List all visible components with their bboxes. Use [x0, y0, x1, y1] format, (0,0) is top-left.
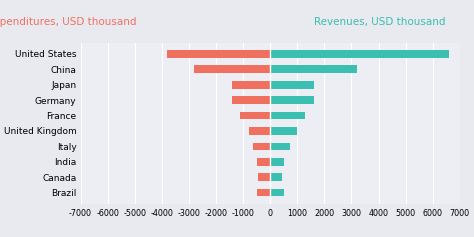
Bar	[232, 96, 270, 104]
Bar	[270, 112, 305, 119]
Bar	[270, 127, 297, 135]
Bar	[240, 112, 270, 119]
Bar	[232, 81, 270, 89]
Text: Revenues, USD thousand: Revenues, USD thousand	[314, 17, 446, 27]
Bar	[248, 127, 270, 135]
Bar	[270, 173, 283, 181]
Bar	[270, 81, 313, 89]
Bar	[270, 96, 313, 104]
Bar	[258, 173, 270, 181]
Bar	[194, 65, 270, 73]
Bar	[256, 189, 270, 196]
Bar	[270, 142, 291, 150]
Bar	[167, 50, 270, 58]
Bar	[253, 142, 270, 150]
Bar	[270, 65, 357, 73]
Bar	[270, 158, 284, 166]
Bar	[256, 158, 270, 166]
Bar	[270, 50, 449, 58]
Bar	[270, 189, 284, 196]
Text: Expenditures, USD thousand: Expenditures, USD thousand	[0, 17, 137, 27]
